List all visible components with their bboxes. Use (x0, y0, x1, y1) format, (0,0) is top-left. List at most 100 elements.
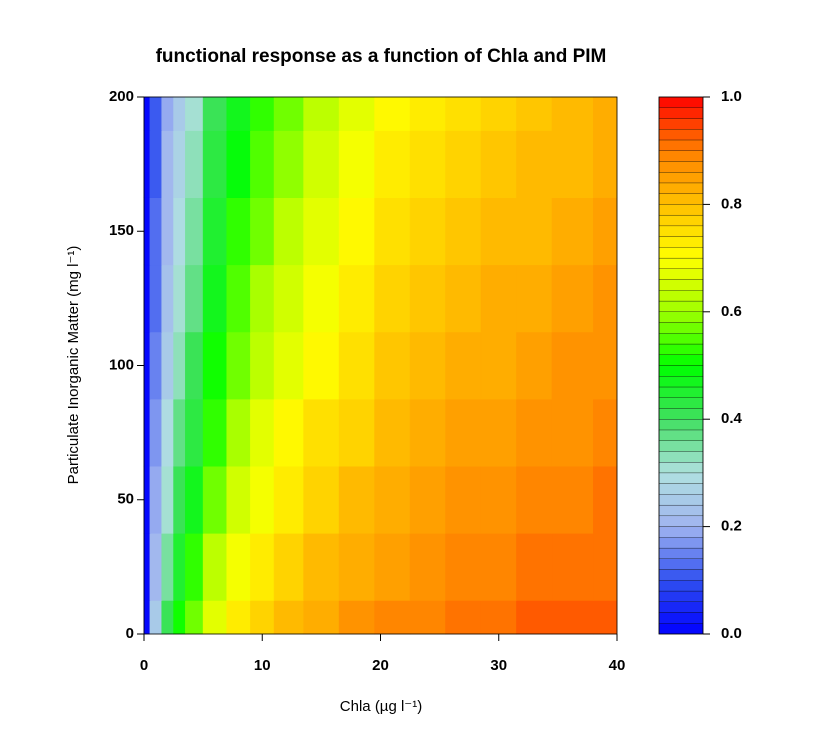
contour-cell (480, 533, 517, 601)
contour-cell (303, 264, 340, 333)
contour-cell (173, 331, 186, 400)
colorbar-border (658, 96, 704, 635)
contour-cell (516, 533, 553, 601)
contour-cell (202, 600, 228, 635)
y-tick-label: 50 (117, 491, 134, 508)
contour-cell (516, 130, 553, 198)
contour-cell (445, 465, 482, 534)
colorbar-band (658, 172, 704, 184)
x-tick-label: 40 (609, 657, 626, 674)
colorbar-band (658, 161, 704, 173)
colorbar-band (658, 268, 704, 280)
contour-cell (173, 96, 186, 131)
contour-cell (480, 331, 517, 400)
contour-cell (250, 533, 275, 601)
contour-cell (409, 197, 446, 266)
contour-cell (374, 533, 411, 601)
contour-cell (185, 465, 204, 534)
contour-cell (338, 197, 375, 266)
contour-cell (185, 130, 204, 198)
contour-cell (409, 96, 446, 131)
contour-cell (149, 130, 163, 198)
colorbar-band (658, 204, 704, 216)
contour-cell (273, 197, 304, 266)
colorbar-band (658, 558, 704, 570)
colorbar-band (658, 365, 704, 377)
colorbar-band (658, 451, 704, 463)
contour-cell (143, 398, 151, 467)
contour-cell (551, 398, 594, 467)
contour-cell (516, 600, 553, 635)
contour-cell (374, 130, 411, 198)
contour-cell (593, 533, 618, 601)
contour-cell (445, 600, 482, 635)
contour-cell (273, 96, 304, 131)
contour-cell (593, 331, 618, 400)
contour-cell (173, 264, 186, 333)
contour-cell (149, 465, 163, 534)
colorbar-band (658, 118, 704, 130)
colorbar-band (658, 257, 704, 269)
contour-cell (202, 130, 228, 198)
colorbar-tick-label: 0.6 (721, 303, 742, 320)
contour-cell (273, 264, 304, 333)
contour-cell (273, 533, 304, 601)
contour-cell (303, 130, 340, 198)
colorbar-band (658, 343, 704, 355)
contour-cell (273, 331, 304, 400)
contour-cell (516, 197, 553, 266)
colorbar-band (658, 150, 704, 162)
contour-cell (516, 398, 553, 467)
x-tick-label: 20 (372, 657, 389, 674)
contour-cell (226, 533, 251, 601)
contour-cell (338, 398, 375, 467)
colorbar-band (658, 515, 704, 527)
colorbar-band (658, 483, 704, 495)
contour-cell (409, 130, 446, 198)
colorbar-band (658, 537, 704, 549)
contour-cell (593, 398, 618, 467)
colorbar-band (658, 429, 704, 441)
contour-cell (516, 264, 553, 333)
colorbar-band (658, 247, 704, 259)
contour-cell (480, 600, 517, 635)
contour-cell (202, 96, 228, 131)
contour-cell (173, 465, 186, 534)
contour-cell (593, 600, 618, 635)
contour-cell (273, 600, 304, 635)
contour-cell (250, 465, 275, 534)
contour-cell (445, 398, 482, 467)
contour-field (143, 96, 618, 635)
x-tick-label: 30 (490, 657, 507, 674)
contour-cell (374, 197, 411, 266)
colorbar-tick-label: 0.4 (721, 410, 743, 427)
contour-cell (409, 600, 446, 635)
contour-cell (303, 96, 340, 131)
contour-cell (173, 600, 186, 635)
contour-cell (551, 600, 594, 635)
colorbar-band (658, 107, 704, 119)
contour-cell (202, 197, 228, 266)
colorbar-band (658, 182, 704, 194)
colorbar-band (658, 129, 704, 141)
contour-cell (445, 197, 482, 266)
contour-cell (374, 264, 411, 333)
contour-cell (593, 264, 618, 333)
colorbar-band (658, 376, 704, 388)
contour-cell (185, 96, 204, 131)
colorbar-band (658, 96, 704, 108)
contour-cell (161, 331, 174, 400)
colorbar-band (658, 139, 704, 151)
y-axis-label: Particulate Inorganic Matter (mg l⁻¹) (65, 246, 82, 485)
y-tick-label: 0 (126, 625, 134, 642)
contour-cell (338, 264, 375, 333)
colorbar-band (658, 300, 704, 312)
colorbar-band (658, 440, 704, 452)
contour-cell (226, 465, 251, 534)
colorbar-tick-label: 0.0 (721, 625, 742, 642)
colorbar-band (658, 526, 704, 538)
contour-cell (303, 398, 340, 467)
contour-cell (161, 600, 174, 635)
contour-cell (185, 264, 204, 333)
contour-cell (338, 130, 375, 198)
